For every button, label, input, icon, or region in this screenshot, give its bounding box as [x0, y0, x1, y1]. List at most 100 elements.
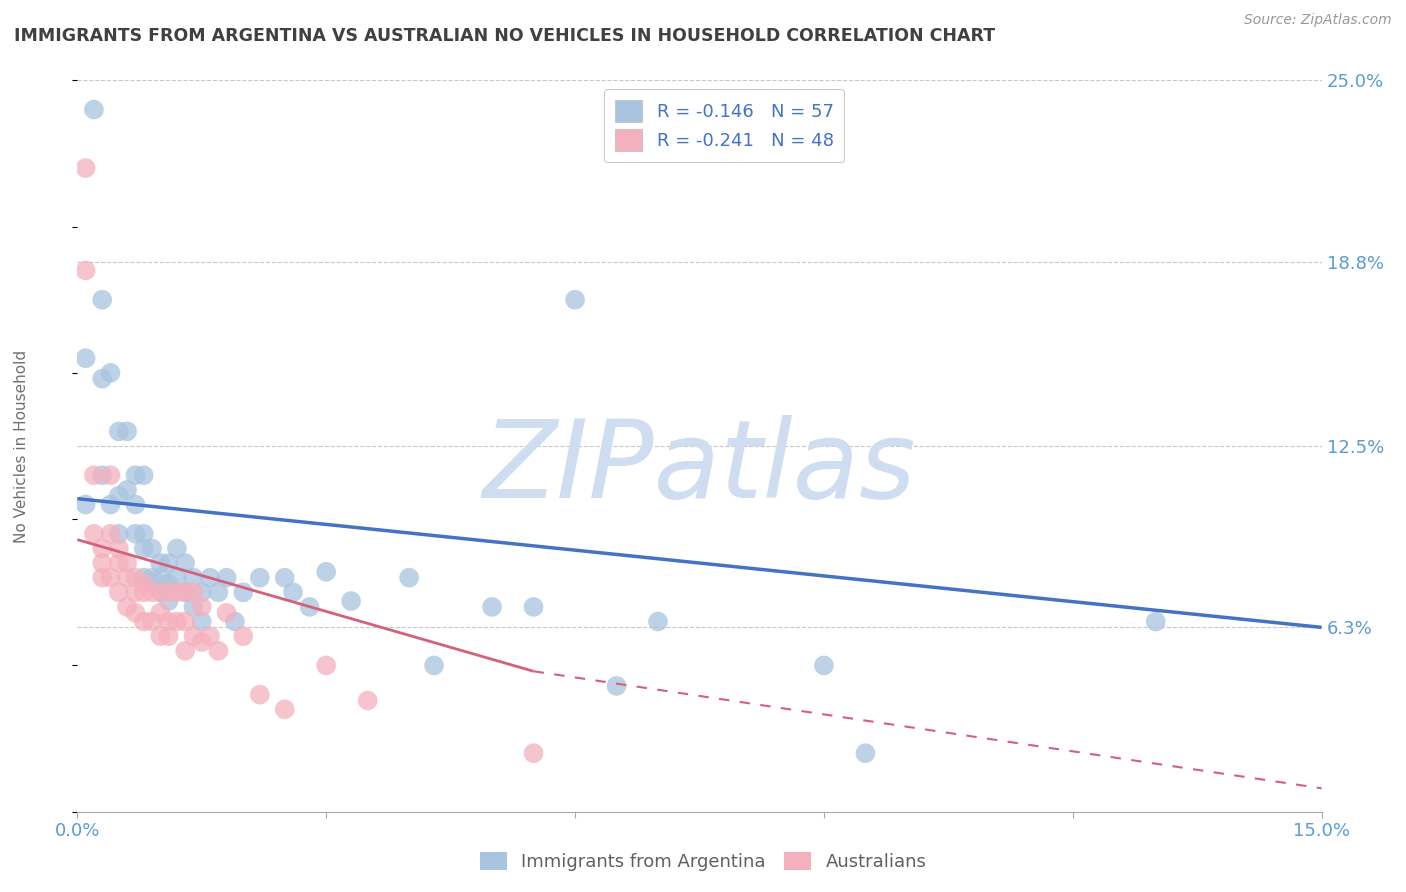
Point [564, 293, 586, 307]
Text: Source: ZipAtlas.com: Source: ZipAtlas.com [1244, 13, 1392, 28]
Point [149, 585, 172, 599]
Point [183, 585, 205, 599]
Point [423, 658, 446, 673]
Point [157, 585, 180, 599]
Point [157, 576, 180, 591]
Point [174, 644, 197, 658]
Legend: Immigrants from Argentina, Australians: Immigrants from Argentina, Australians [472, 845, 934, 879]
Point [198, 571, 221, 585]
Point [183, 571, 205, 585]
Point [124, 498, 146, 512]
Text: ZIPatlas: ZIPatlas [482, 416, 917, 520]
Point [207, 644, 229, 658]
Point [124, 571, 146, 585]
Point [108, 489, 131, 503]
Point [183, 599, 205, 614]
Point [132, 576, 155, 591]
Point [855, 746, 877, 760]
Point [83, 526, 105, 541]
Point [124, 585, 146, 599]
Point [523, 599, 546, 614]
Point [298, 599, 321, 614]
Point [157, 556, 180, 570]
Point [91, 293, 114, 307]
Point [249, 688, 271, 702]
Point [191, 615, 214, 629]
Text: IMMIGRANTS FROM ARGENTINA VS AUSTRALIAN NO VEHICLES IN HOUSEHOLD CORRELATION CHA: IMMIGRANTS FROM ARGENTINA VS AUSTRALIAN … [14, 27, 995, 45]
Point [108, 425, 131, 439]
Point [215, 606, 238, 620]
Point [166, 571, 188, 585]
Point [191, 635, 214, 649]
Point [132, 541, 155, 556]
Point [115, 425, 138, 439]
Point [100, 526, 122, 541]
Point [174, 615, 197, 629]
Point [174, 585, 197, 599]
Point [75, 498, 97, 512]
Point [91, 541, 114, 556]
Point [157, 629, 180, 643]
Point [108, 556, 131, 570]
Point [141, 585, 163, 599]
Point [398, 571, 420, 585]
Point [166, 615, 188, 629]
Point [108, 526, 131, 541]
Point [183, 629, 205, 643]
Point [357, 693, 380, 707]
Point [108, 541, 131, 556]
Point [83, 468, 105, 483]
Point [132, 615, 155, 629]
Point [141, 571, 163, 585]
Point [232, 629, 254, 643]
Point [157, 615, 180, 629]
Point [100, 366, 122, 380]
Point [224, 615, 246, 629]
Point [75, 161, 97, 175]
Point [207, 585, 229, 599]
Point [813, 658, 835, 673]
Point [115, 556, 138, 570]
Point [91, 372, 114, 386]
Point [149, 629, 172, 643]
Point [215, 571, 238, 585]
Point [115, 483, 138, 497]
Point [315, 565, 337, 579]
Point [75, 263, 97, 277]
Point [191, 585, 214, 599]
Text: No Vehicles in Household: No Vehicles in Household [14, 350, 30, 542]
Point [141, 541, 163, 556]
Point [149, 606, 172, 620]
Point [274, 702, 297, 716]
Point [523, 746, 546, 760]
Point [340, 594, 363, 608]
Point [91, 556, 114, 570]
Point [647, 615, 669, 629]
Point [166, 585, 188, 599]
Point [249, 571, 271, 585]
Point [83, 103, 105, 117]
Point [274, 571, 297, 585]
Point [124, 606, 146, 620]
Point [132, 571, 155, 585]
Point [157, 594, 180, 608]
Point [141, 615, 163, 629]
Point [191, 599, 214, 614]
Point [132, 526, 155, 541]
Point [606, 679, 628, 693]
Legend: R = -0.146   N = 57, R = -0.241   N = 48: R = -0.146 N = 57, R = -0.241 N = 48 [605, 89, 845, 162]
Point [100, 498, 122, 512]
Point [115, 599, 138, 614]
Point [174, 585, 197, 599]
Point [124, 526, 146, 541]
Point [100, 468, 122, 483]
Point [481, 599, 503, 614]
Point [132, 468, 155, 483]
Point [198, 629, 221, 643]
Point [315, 658, 337, 673]
Point [91, 468, 114, 483]
Point [174, 556, 197, 570]
Point [100, 571, 122, 585]
Point [91, 571, 114, 585]
Point [149, 571, 172, 585]
